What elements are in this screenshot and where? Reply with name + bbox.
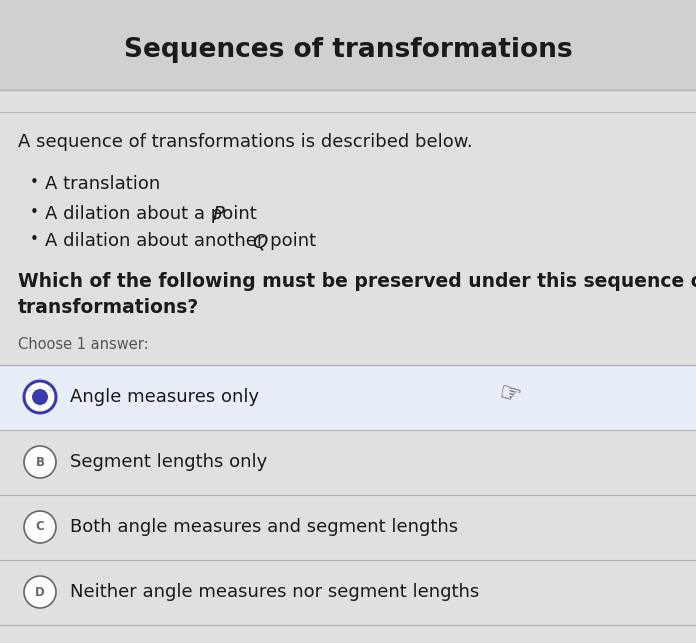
Text: A dilation about a point: A dilation about a point bbox=[45, 205, 262, 223]
Text: D: D bbox=[35, 586, 45, 599]
Text: P: P bbox=[212, 205, 224, 224]
Text: A dilation about another point: A dilation about another point bbox=[45, 232, 322, 250]
Circle shape bbox=[24, 381, 56, 413]
Text: C: C bbox=[35, 520, 45, 534]
Text: ☞: ☞ bbox=[496, 381, 524, 410]
Text: Neither angle measures nor segment lengths: Neither angle measures nor segment lengt… bbox=[70, 583, 480, 601]
Bar bbox=[0, 0, 696, 90]
Circle shape bbox=[24, 576, 56, 608]
Bar bbox=[0, 365, 696, 430]
Text: Choose 1 answer:: Choose 1 answer: bbox=[18, 337, 149, 352]
Text: transformations?: transformations? bbox=[18, 298, 199, 317]
Text: B: B bbox=[35, 455, 45, 469]
Text: Which of the following must be preserved under this sequence of: Which of the following must be preserved… bbox=[18, 272, 696, 291]
Text: A sequence of transformations is described below.: A sequence of transformations is describ… bbox=[18, 133, 473, 151]
Text: Segment lengths only: Segment lengths only bbox=[70, 453, 267, 471]
Text: •: • bbox=[30, 205, 39, 220]
Text: A translation: A translation bbox=[45, 175, 160, 193]
Text: •: • bbox=[30, 232, 39, 247]
Circle shape bbox=[24, 511, 56, 543]
Circle shape bbox=[24, 446, 56, 478]
Text: Sequences of transformations: Sequences of transformations bbox=[124, 37, 572, 63]
Circle shape bbox=[32, 389, 48, 405]
Text: A: A bbox=[35, 390, 45, 404]
Text: •: • bbox=[30, 175, 39, 190]
Text: Angle measures only: Angle measures only bbox=[70, 388, 259, 406]
Text: Both angle measures and segment lengths: Both angle measures and segment lengths bbox=[70, 518, 458, 536]
Text: Q: Q bbox=[253, 232, 268, 251]
